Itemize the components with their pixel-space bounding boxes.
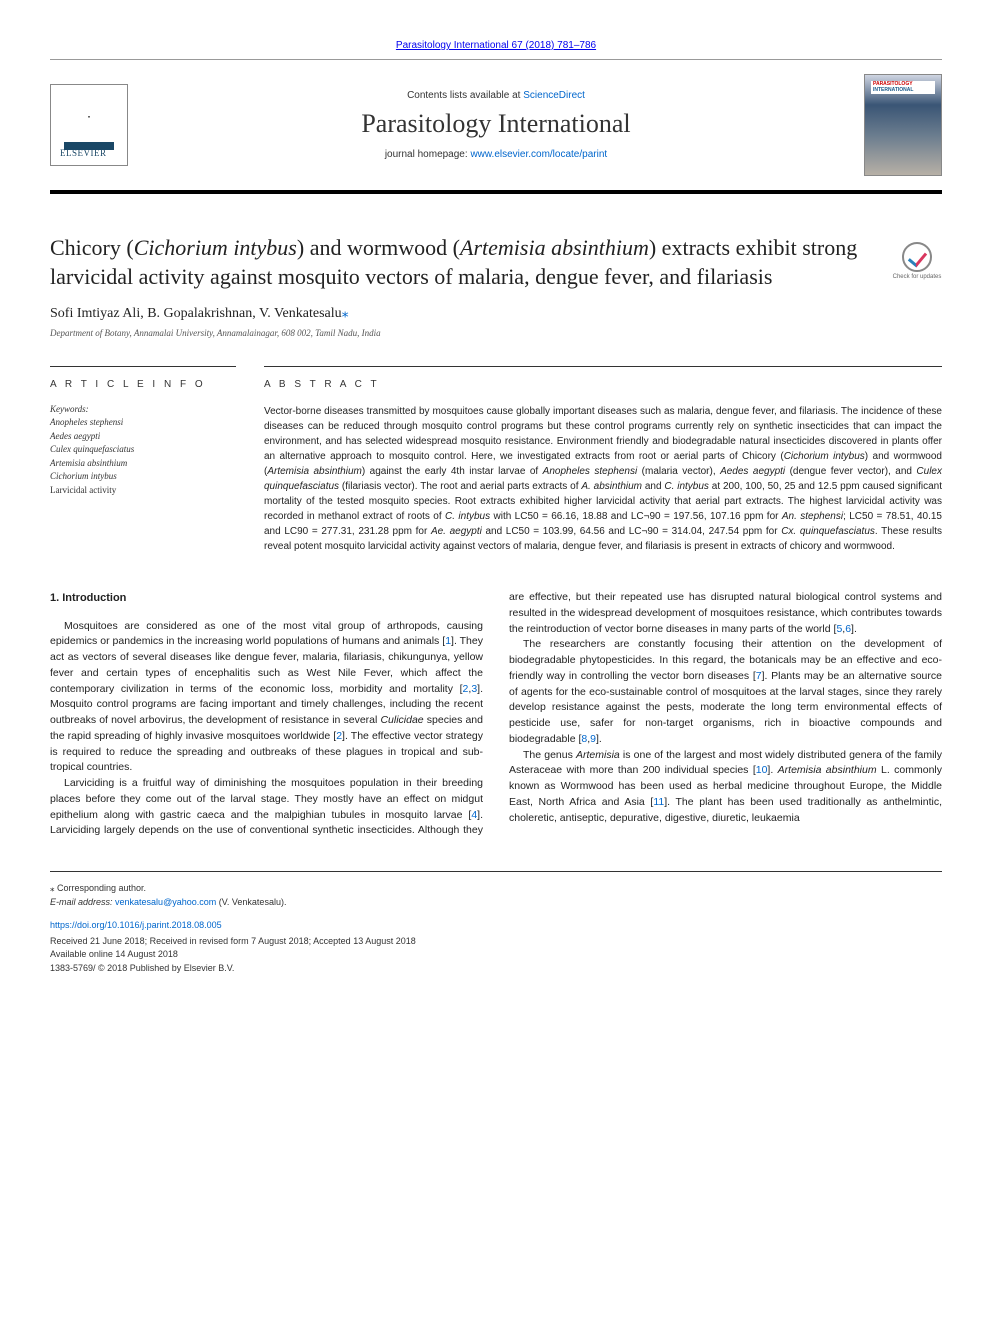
doi-link[interactable]: https://doi.org/10.1016/j.parint.2018.08… <box>50 920 222 930</box>
body-paragraph: The researchers are constantly focusing … <box>509 637 942 747</box>
header-citation: Parasitology International 67 (2018) 781… <box>50 40 942 51</box>
keyword-item: Larvicidal activity <box>50 484 236 498</box>
abstract-label: A B S T R A C T <box>264 366 942 390</box>
keyword-item: Aedes aegypti <box>50 430 236 444</box>
keywords-list: Anopheles stephensi Aedes aegypti Culex … <box>50 416 236 497</box>
corresponding-author-mark[interactable]: ⁎ <box>342 306 349 321</box>
issn-line: 1383-5769/ © 2018 Published by Elsevier … <box>50 962 942 976</box>
keywords-label: Keywords: <box>50 404 236 414</box>
body-paragraph: Mosquitoes are considered as one of the … <box>50 619 483 777</box>
header-citation-link[interactable]: Parasitology International 67 (2018) 781… <box>396 40 596 51</box>
keyword-item: Culex quinquefasciatus <box>50 443 236 457</box>
dates-line: Received 21 June 2018; Received in revis… <box>50 935 942 949</box>
page-footer: ⁎ Corresponding author. E-mail address: … <box>50 871 942 975</box>
section-heading-introduction: 1. Introduction <box>50 590 483 607</box>
email-line: E-mail address: venkatesalu@yahoo.com (V… <box>50 896 942 910</box>
abstract-panel: A B S T R A C T Vector-borne diseases tr… <box>264 366 942 554</box>
journal-homepage-line: journal homepage: www.elsevier.com/locat… <box>148 149 844 160</box>
email-link[interactable]: venkatesalu@yahoo.com <box>115 897 216 907</box>
homepage-prefix: journal homepage: <box>385 149 471 160</box>
keyword-item: Anopheles stephensi <box>50 416 236 430</box>
keyword-item: Cichorium intybus <box>50 470 236 484</box>
available-line: Available online 14 August 2018 <box>50 948 942 962</box>
check-updates-badge[interactable]: Check for updates <box>892 234 942 288</box>
article-info-label: A R T I C L E I N F O <box>50 366 236 390</box>
check-updates-icon <box>902 242 932 272</box>
sciencedirect-link[interactable]: ScienceDirect <box>523 90 585 101</box>
article-info-panel: A R T I C L E I N F O Keywords: Anophele… <box>50 366 236 554</box>
elsevier-tree-icon <box>64 100 114 150</box>
page-container: Parasitology International 67 (2018) 781… <box>0 0 992 1005</box>
journal-cover-thumbnail: PARASITOLOGY INTERNATIONAL <box>864 74 942 176</box>
journal-header: Contents lists available at ScienceDirec… <box>50 59 942 194</box>
doi-line: https://doi.org/10.1016/j.parint.2018.08… <box>50 919 942 933</box>
contents-prefix: Contents lists available at <box>407 90 523 101</box>
authors-list: Sofi Imtiyaz Ali, B. Gopalakrishnan, V. … <box>50 305 942 322</box>
article-title: Chicory (Cichorium intybus) and wormwood… <box>50 234 876 291</box>
contents-available-line: Contents lists available at ScienceDirec… <box>148 90 844 101</box>
header-center: Contents lists available at ScienceDirec… <box>128 90 864 160</box>
elsevier-logo <box>50 84 128 166</box>
corresponding-author-note: ⁎ Corresponding author. <box>50 882 942 896</box>
journal-cover-label: PARASITOLOGY INTERNATIONAL <box>871 81 935 94</box>
body-paragraph: The genus Artemisia is one of the larges… <box>509 748 942 827</box>
keyword-item: Artemisia absinthium <box>50 457 236 471</box>
body-text: 1. Introduction Mosquitoes are considere… <box>50 590 942 839</box>
abstract-text: Vector-borne diseases transmitted by mos… <box>264 404 942 554</box>
affiliation: Department of Botany, Annamalai Universi… <box>50 328 942 338</box>
info-abstract-row: A R T I C L E I N F O Keywords: Anophele… <box>50 366 942 554</box>
title-row: Chicory (Cichorium intybus) and wormwood… <box>50 234 942 291</box>
check-updates-label: Check for updates <box>893 274 942 280</box>
homepage-link[interactable]: www.elsevier.com/locate/parint <box>470 149 607 160</box>
journal-title: Parasitology International <box>148 109 844 139</box>
